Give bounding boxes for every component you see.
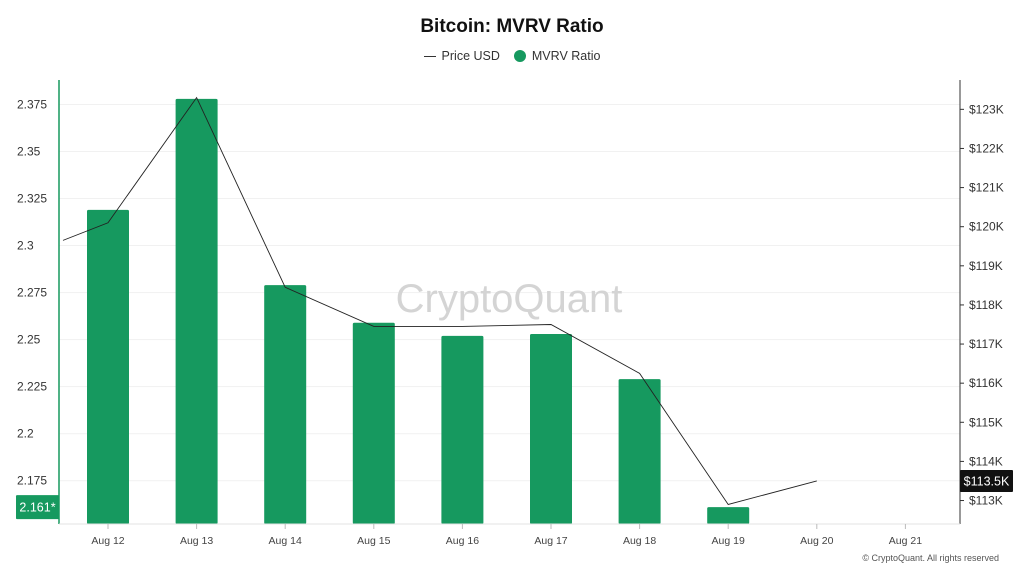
right-tick-label: $114K bbox=[969, 454, 1003, 468]
mvrv-bar bbox=[707, 507, 750, 524]
left-tick-label: 2.325 bbox=[17, 192, 47, 206]
mvrv-bar bbox=[441, 335, 484, 524]
x-tick-label: Aug 12 bbox=[91, 535, 124, 547]
right-tick-label: $122K bbox=[969, 141, 1004, 155]
left-tick-label: 2.275 bbox=[17, 286, 47, 300]
right-tick-label: $119K bbox=[969, 259, 1003, 273]
x-tick-label: Aug 13 bbox=[180, 535, 213, 547]
right-tick-label: $118K bbox=[969, 298, 1003, 312]
right-tick-label: $121K bbox=[969, 181, 1004, 195]
left-tick-label: 2.25 bbox=[17, 333, 41, 347]
legend-item-price[interactable]: Price USD bbox=[423, 49, 500, 63]
left-tick-label: 2.375 bbox=[17, 97, 47, 111]
legend-mvrv-label: MVRV Ratio bbox=[531, 49, 601, 63]
left-tick-label: 2.175 bbox=[17, 474, 47, 488]
right-tick-label: $123K bbox=[969, 102, 1004, 116]
x-tick-label: Aug 21 bbox=[889, 535, 922, 547]
right-tick-label: $120K bbox=[969, 220, 1004, 234]
mvrv-bar bbox=[264, 285, 307, 524]
right-tick-label: $113K bbox=[969, 494, 1003, 508]
x-tick-label: Aug 19 bbox=[712, 535, 745, 547]
right-tick-label: $116K bbox=[969, 376, 1003, 390]
x-tick-label: Aug 18 bbox=[623, 535, 656, 547]
mvrv-bar bbox=[530, 333, 572, 524]
price-line bbox=[62, 96, 817, 505]
current-mvrv-badge bbox=[16, 495, 59, 520]
price-line-swatch bbox=[423, 55, 436, 57]
x-tick-label: Aug 20 bbox=[800, 535, 833, 547]
left-tick-label: 2.3 bbox=[17, 239, 34, 253]
current-mvrv-label: 2.161* bbox=[19, 501, 55, 515]
right-tick-label: $117K bbox=[969, 337, 1003, 351]
legend-item-mvrv[interactable]: MVRV Ratio bbox=[513, 49, 601, 63]
mvrv-bar bbox=[175, 98, 218, 524]
legend-price-label: Price USD bbox=[441, 49, 500, 63]
x-tick-label: Aug 14 bbox=[269, 535, 302, 547]
copyright-text: © CryptoQuant. All rights reserved bbox=[862, 553, 999, 563]
chart-title: Bitcoin: MVRV Ratio bbox=[420, 16, 604, 37]
mvrv-bar bbox=[352, 322, 395, 524]
x-tick-label: Aug 17 bbox=[534, 535, 567, 547]
current-price-label: $113.5K bbox=[964, 474, 1010, 488]
watermark-text: CryptoQuant bbox=[396, 277, 623, 321]
right-tick-label: $115K bbox=[969, 415, 1003, 429]
left-tick-label: 2.225 bbox=[17, 380, 47, 394]
mvrv-bar bbox=[87, 209, 129, 525]
mvrv-bar bbox=[618, 379, 661, 524]
x-tick-label: Aug 15 bbox=[357, 535, 390, 547]
current-price-badge bbox=[960, 469, 1013, 492]
mvrv-dot-swatch bbox=[513, 50, 526, 62]
x-tick-label: Aug 16 bbox=[446, 535, 479, 547]
left-tick-label: 2.2 bbox=[17, 427, 34, 441]
left-tick-label: 2.35 bbox=[17, 144, 41, 158]
legend: Price USD MVRV Ratio bbox=[0, 49, 1024, 63]
